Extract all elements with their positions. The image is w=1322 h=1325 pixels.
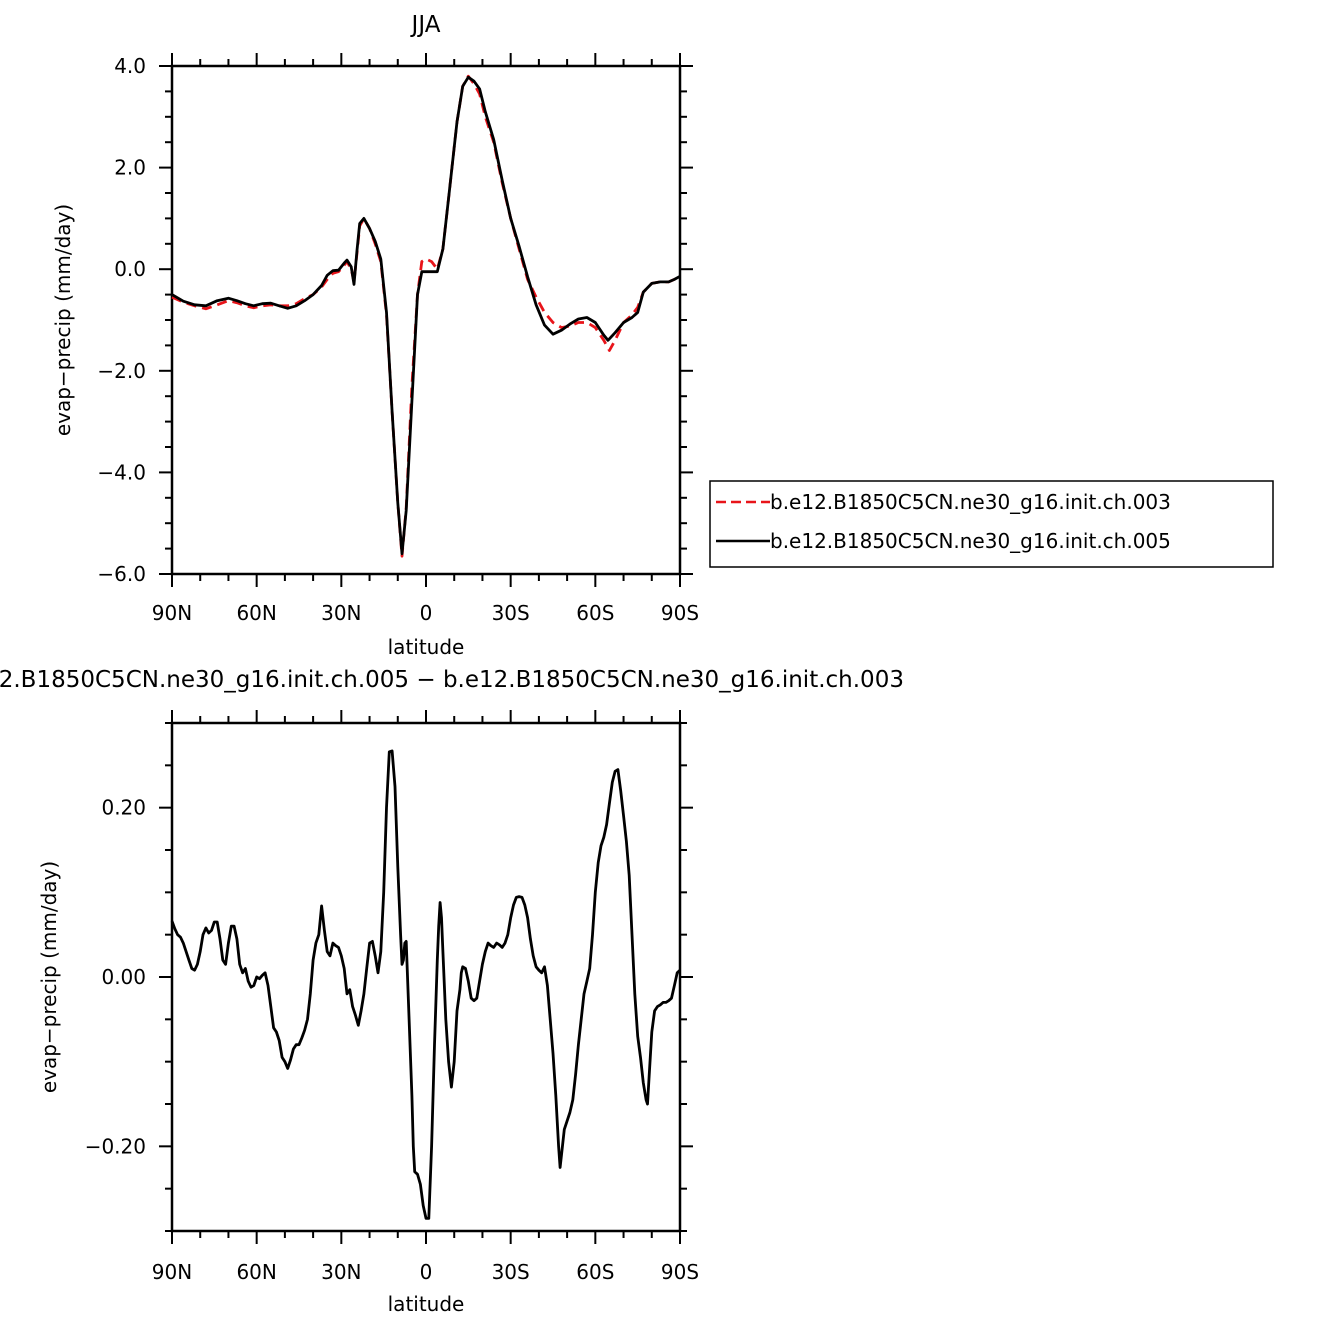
bottom-y-tick-labels: 0.20 0.00 −0.20 <box>85 796 146 1159</box>
x-tick-label: 60S <box>576 601 614 625</box>
top-plot-frame <box>170 64 682 576</box>
top-x-axis-label: latitude <box>388 635 465 659</box>
y-tick-label: −0.20 <box>85 1134 146 1158</box>
series-line-003 <box>171 74 681 558</box>
legend: b.e12.B1850C5CN.ne30_g16.init.ch.003 b.e… <box>709 480 1274 568</box>
legend-box <box>709 480 1274 568</box>
x-tick-label: 30N <box>321 601 361 625</box>
bottom-series-lines <box>170 749 681 1220</box>
y-tick-label: 4.0 <box>114 54 146 78</box>
x-tick-label: 60S <box>576 1260 614 1284</box>
top-axis-ticks <box>159 53 693 587</box>
y-tick-label: −2.0 <box>97 359 146 383</box>
x-tick-label: 90N <box>152 601 192 625</box>
bottom-x-tick-labels: 90N 60N 30N 0 30S 60S 90S <box>152 1260 699 1284</box>
series-line-005 <box>171 75 681 556</box>
y-tick-label: 0.20 <box>101 796 146 820</box>
y-tick-label: 0.0 <box>114 257 146 281</box>
x-tick-label: 0 <box>420 1260 433 1284</box>
y-tick-label: 0.00 <box>101 965 146 989</box>
legend-label-005: b.e12.B1850C5CN.ne30_g16.init.ch.005 <box>770 529 1171 553</box>
x-tick-label: 0 <box>420 601 433 625</box>
top-panel: JJA 90N 60N 30N 0 30S 60S 90S 4.0 2.0 0.0 −2.0 −4.… <box>51 12 1274 659</box>
bottom-y-axis-label: evap−precip (mm/day) <box>37 861 61 1093</box>
series-line-difference <box>170 749 681 1220</box>
x-tick-label: 90S <box>661 601 699 625</box>
top-y-tick-labels: 4.0 2.0 0.0 −2.0 −4.0 −6.0 <box>97 54 146 586</box>
top-x-tick-labels: 90N 60N 30N 0 30S 60S 90S <box>152 601 699 625</box>
bottom-panel: b.e12.B1850C5CN.ne30_g16.init.ch.005 − b… <box>0 667 904 1316</box>
bottom-chart-title: b.e12.B1850C5CN.ne30_g16.init.ch.005 − b… <box>0 667 904 693</box>
bottom-x-axis-label: latitude <box>388 1292 465 1316</box>
top-y-axis-label: evap−precip (mm/day) <box>51 204 75 436</box>
legend-label-003: b.e12.B1850C5CN.ne30_g16.init.ch.003 <box>770 490 1171 514</box>
top-series-lines <box>171 74 681 558</box>
y-tick-label: −6.0 <box>97 562 146 586</box>
y-tick-label: −4.0 <box>97 460 146 484</box>
x-tick-label: 60N <box>236 601 276 625</box>
x-tick-label: 30N <box>321 1260 361 1284</box>
x-tick-label: 60N <box>236 1260 276 1284</box>
x-tick-label: 90N <box>152 1260 192 1284</box>
x-tick-label: 30S <box>492 601 530 625</box>
top-chart-title: JJA <box>410 12 441 38</box>
y-tick-label: 2.0 <box>114 156 146 180</box>
x-tick-label: 30S <box>492 1260 530 1284</box>
x-tick-label: 90S <box>661 1260 699 1284</box>
bottom-axis-ticks <box>159 710 693 1244</box>
